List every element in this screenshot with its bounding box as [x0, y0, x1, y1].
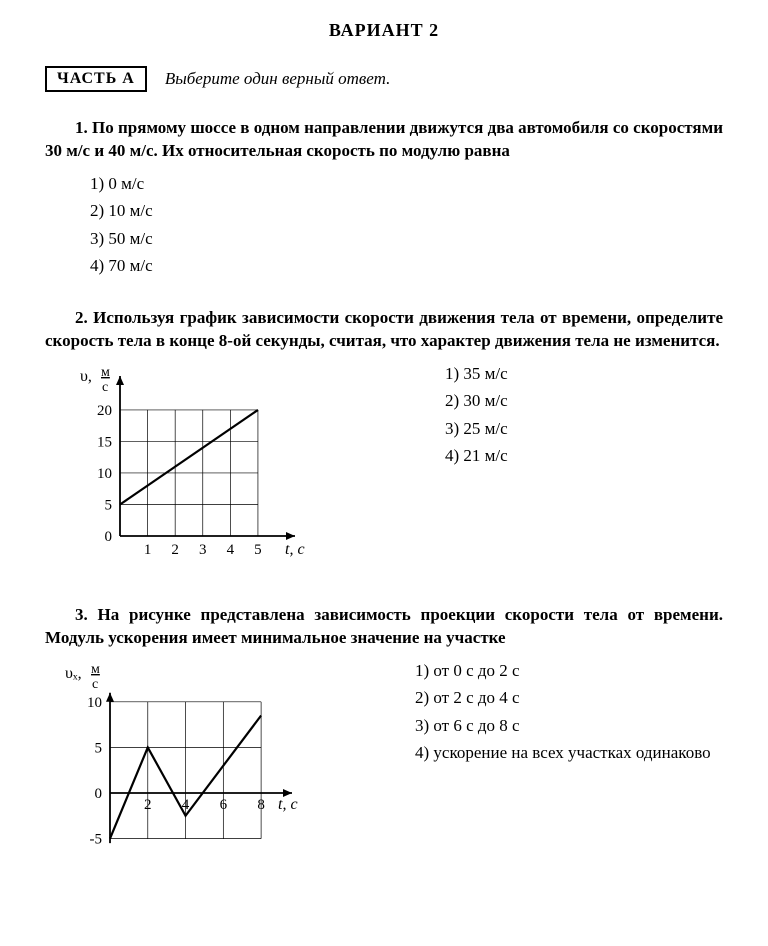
svg-text:с: с	[92, 677, 98, 692]
q1-text: 1. По прямому шоссе в одном направлении …	[45, 117, 723, 163]
section-header: ЧАСТЬ А Выберите один верный ответ.	[45, 66, 723, 92]
svg-text:м: м	[91, 662, 100, 677]
q1-opt-3: 3) 50 м/с	[90, 226, 723, 252]
svg-text:5: 5	[95, 740, 103, 756]
section-instruction: Выберите один верный ответ.	[165, 69, 390, 89]
svg-text:2: 2	[144, 797, 152, 813]
svg-text:0: 0	[105, 529, 113, 545]
q2-opt-1: 1) 35 м/с	[445, 361, 723, 387]
q2-chart: 1 2 3 4 5 0 5 10 15 20 υ, мс t, c	[45, 361, 325, 576]
svg-text:10: 10	[97, 466, 112, 482]
page-title: ВАРИАНТ 2	[45, 20, 723, 41]
svg-text:8: 8	[257, 797, 265, 813]
q3-text: 3. На рисунке представлена зависимость п…	[45, 604, 723, 650]
q3-options: 1) от 0 с до 2 с 2) от 2 с до 4 с 3) от …	[315, 658, 723, 768]
svg-text:0: 0	[95, 786, 103, 802]
q3-opt-2: 2) от 2 с до 4 с	[415, 685, 723, 711]
svg-text:4: 4	[182, 797, 190, 813]
svg-text:5: 5	[254, 542, 262, 558]
q3-opt-1: 1) от 0 с до 2 с	[415, 658, 723, 684]
svg-text:10: 10	[87, 694, 102, 710]
q2-options: 1) 35 м/с 2) 30 м/с 3) 25 м/с 4) 21 м/с	[325, 361, 723, 471]
q2-opt-4: 4) 21 м/с	[445, 443, 723, 469]
question-3: 3. На рисунке представлена зависимость п…	[45, 604, 723, 858]
q1-opt-2: 2) 10 м/с	[90, 198, 723, 224]
svg-text:4: 4	[227, 542, 235, 558]
svg-text:5: 5	[105, 497, 113, 513]
q3-opt-3: 3) от 6 с до 8 с	[415, 713, 723, 739]
q1-opt-1: 1) 0 м/с	[90, 171, 723, 197]
svg-text:υ,: υ,	[80, 368, 92, 385]
q1-opt-4: 4) 70 м/с	[90, 253, 723, 279]
svg-text:6: 6	[220, 797, 228, 813]
q1-options: 1) 0 м/с 2) 10 м/с 3) 50 м/с 4) 70 м/с	[90, 171, 723, 279]
svg-text:υₓ,: υₓ,	[65, 665, 82, 682]
q2-opt-3: 3) 25 м/с	[445, 416, 723, 442]
svg-text:1: 1	[144, 542, 152, 558]
svg-text:-5: -5	[90, 831, 103, 847]
q2-opt-2: 2) 30 м/с	[445, 388, 723, 414]
svg-text:2: 2	[171, 542, 179, 558]
q3-chart: 2 4 6 8 -5 0 5 10 υₓ, мс t, с	[45, 658, 315, 858]
question-2: 2. Используя график зависимости скорости…	[45, 307, 723, 576]
svg-text:t, с: t, с	[278, 796, 298, 813]
svg-text:t, c: t, c	[285, 541, 305, 558]
q3-opt-4: 4) ускорение на всех участках одинаково	[415, 740, 723, 766]
svg-text:3: 3	[199, 542, 207, 558]
svg-text:м: м	[101, 365, 110, 380]
svg-text:с: с	[102, 380, 108, 395]
svg-text:15: 15	[97, 434, 112, 450]
q2-text: 2. Используя график зависимости скорости…	[45, 307, 723, 353]
question-1: 1. По прямому шоссе в одном направлении …	[45, 117, 723, 279]
svg-text:20: 20	[97, 403, 112, 419]
section-label: ЧАСТЬ А	[45, 66, 147, 92]
